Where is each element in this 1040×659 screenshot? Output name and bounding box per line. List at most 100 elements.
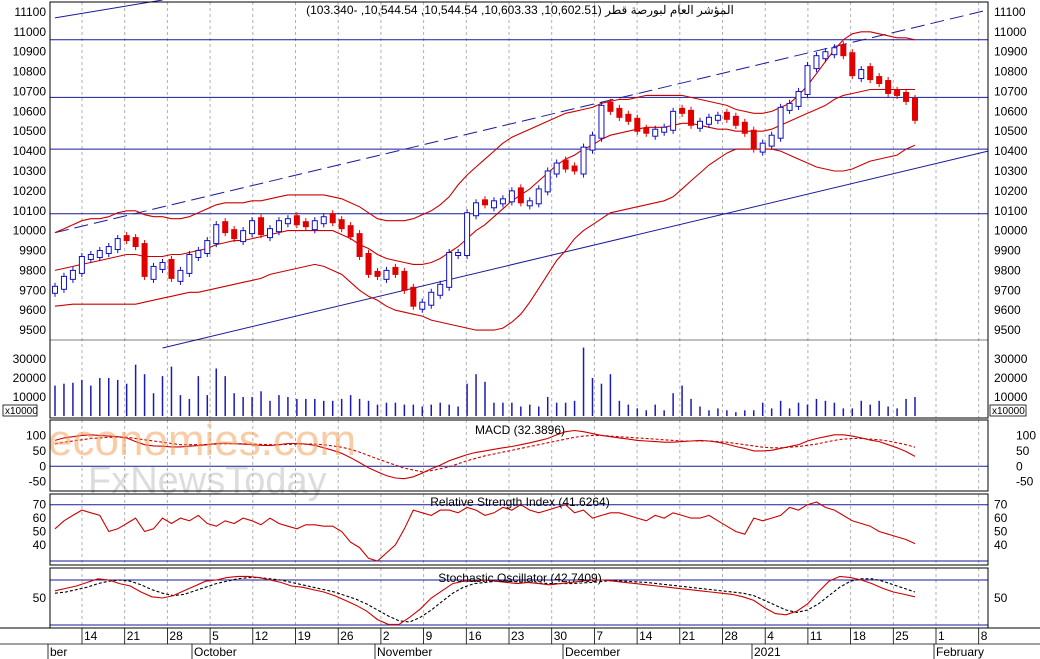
date-tick-label: 5 bbox=[212, 629, 219, 643]
stochastic-tick-label-left: 50 bbox=[33, 591, 47, 605]
price-tick-label-right: 10400 bbox=[994, 144, 1028, 158]
volume-tick-label-right: 10000 bbox=[994, 390, 1028, 404]
rsi-tick-label-left: 40 bbox=[33, 538, 47, 552]
candle-down bbox=[392, 266, 399, 275]
candle-up bbox=[795, 90, 802, 107]
candle-up bbox=[499, 198, 506, 205]
candle-up bbox=[705, 116, 712, 125]
volume-unit-box-left bbox=[2, 404, 38, 417]
rsi-tick-label-left: 50 bbox=[33, 525, 47, 539]
price-tick-label-right: 10800 bbox=[994, 65, 1028, 79]
candle-down bbox=[607, 101, 614, 112]
candle-down bbox=[867, 66, 874, 81]
price-tick-label-right: 9500 bbox=[994, 323, 1021, 337]
candle-down bbox=[741, 121, 748, 134]
watermark-line-2: FxNewsToday bbox=[88, 460, 327, 502]
candle-down bbox=[338, 219, 345, 230]
date-tick-label: 30 bbox=[554, 629, 568, 643]
bollinger-upper-line bbox=[54, 31, 916, 234]
candle-down bbox=[634, 117, 641, 132]
price-tick-label-left: 10200 bbox=[13, 184, 47, 198]
candle-down bbox=[562, 159, 569, 170]
candle-up bbox=[320, 216, 327, 225]
candle-down bbox=[374, 270, 381, 277]
price-tick-label-left: 10300 bbox=[13, 164, 47, 178]
candle-up bbox=[508, 190, 515, 203]
candle-up bbox=[661, 126, 668, 133]
rsi-line bbox=[54, 501, 916, 562]
date-tick-label: 21 bbox=[127, 629, 141, 643]
macd-panel bbox=[50, 429, 988, 480]
panel-frame bbox=[49, 419, 989, 492]
price-tick-label-right: 9700 bbox=[994, 283, 1021, 297]
rsi-tick-label-right: 60 bbox=[994, 511, 1008, 525]
rsi-tick-label-right: 40 bbox=[994, 538, 1008, 552]
macd-tick-label-left: 50 bbox=[33, 444, 47, 458]
candle-up bbox=[858, 69, 865, 80]
volume-tick-label-left: 10000 bbox=[13, 390, 47, 404]
candle-down bbox=[723, 111, 730, 120]
candle-up bbox=[150, 265, 157, 280]
rsi-tick-label-right: 70 bbox=[994, 498, 1008, 512]
stochastic-title: Stochastic Oscillator (42.7409) bbox=[438, 571, 601, 585]
candle-up bbox=[535, 188, 542, 205]
candle-up bbox=[284, 218, 291, 225]
trendline bbox=[54, 0, 163, 19]
price-tick-label-left: 9500 bbox=[19, 323, 46, 337]
candle-down bbox=[132, 237, 139, 248]
price-tick-label-left: 10700 bbox=[13, 84, 47, 98]
month-label: November bbox=[377, 645, 432, 659]
month-label: December bbox=[565, 645, 620, 659]
candle-down bbox=[688, 109, 695, 126]
candle-up bbox=[652, 128, 659, 137]
price-tick-label-right: 10900 bbox=[994, 45, 1028, 59]
candle-up bbox=[437, 283, 444, 296]
candle-up bbox=[87, 254, 94, 260]
date-tick-label: 28 bbox=[725, 629, 739, 643]
date-tick-label: 19 bbox=[298, 629, 312, 643]
rsi-tick-label-left: 70 bbox=[33, 498, 47, 512]
date-tick-label: 8 bbox=[981, 629, 988, 643]
stochastic-tick-label-right: 50 bbox=[994, 591, 1008, 605]
candle-up bbox=[553, 162, 560, 175]
candle-up bbox=[544, 170, 551, 193]
rsi-tick-label-left: 60 bbox=[33, 511, 47, 525]
candle-up bbox=[768, 134, 775, 147]
candle-down bbox=[347, 225, 354, 238]
month-label: February bbox=[936, 645, 984, 659]
volume-tick-label-right: 30000 bbox=[994, 352, 1028, 366]
volume-tick-label-right: 20000 bbox=[994, 371, 1028, 385]
date-tick-label: 11 bbox=[810, 629, 823, 643]
price-tick-label-left: 10500 bbox=[13, 124, 47, 138]
candle-down bbox=[876, 76, 883, 85]
candle-up bbox=[777, 106, 784, 139]
candle-down bbox=[258, 217, 265, 236]
price-tick-label-right: 11000 bbox=[994, 25, 1027, 39]
candle-down bbox=[141, 243, 148, 277]
macd-tick-label-left: -50 bbox=[29, 475, 47, 489]
candle-up bbox=[105, 246, 112, 255]
candle-up bbox=[428, 291, 435, 306]
date-tick-label: 14 bbox=[84, 629, 98, 643]
price-tick-label-left: 9700 bbox=[19, 283, 46, 297]
panel-frames bbox=[0, 1, 1040, 629]
candle-down bbox=[912, 97, 918, 121]
candle-up bbox=[759, 142, 766, 153]
candle-up bbox=[177, 269, 184, 282]
candle-up bbox=[240, 230, 247, 243]
candle-down bbox=[231, 229, 238, 240]
candle-up bbox=[714, 114, 721, 121]
price-tick-label-left: 9900 bbox=[19, 244, 46, 258]
price-tick-label-right: 11100 bbox=[994, 5, 1026, 19]
candle-up bbox=[589, 134, 596, 151]
price-tick-label-left: 10000 bbox=[13, 224, 47, 238]
date-tick-label: 23 bbox=[511, 629, 525, 643]
month-label: ber bbox=[50, 645, 67, 659]
price-tick-label-left: 10100 bbox=[13, 204, 47, 218]
candle-up bbox=[455, 252, 462, 257]
macd-tick-label-right: 0 bbox=[1016, 459, 1023, 473]
price-chart-title: المؤشر العام لبورصة قطر (10,602.51, 10,6… bbox=[306, 3, 734, 17]
candle-down bbox=[401, 270, 408, 291]
candle-down bbox=[616, 107, 623, 118]
